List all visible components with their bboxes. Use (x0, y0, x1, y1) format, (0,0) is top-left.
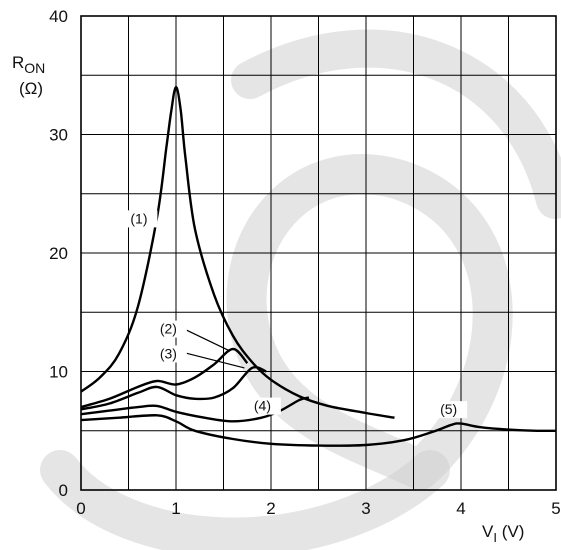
y-axis-unit: (Ω) (19, 79, 43, 98)
y-axis-title: RON (Ω) (12, 53, 45, 98)
series-line-1 (80, 85, 395, 419)
series-lines (80, 85, 557, 447)
series-line-5 (80, 414, 557, 447)
curve-label-bg (437, 401, 468, 419)
x-tick-label: 5 (551, 499, 560, 518)
series-line-4 (80, 396, 310, 423)
plot-frame (80, 15, 557, 491)
x-tick-label: 4 (456, 499, 465, 518)
series-line-3 (80, 366, 267, 411)
curve-label: (3) (160, 345, 177, 361)
curve-label-bg (250, 397, 281, 415)
x-axis-label: VI (V) (482, 522, 524, 545)
series-line-2 (80, 347, 249, 409)
y-tick-label: 20 (49, 244, 68, 263)
x-tick-labels: 0 1 2 3 4 5 (76, 499, 560, 518)
y-tick-label: 0 (59, 481, 68, 500)
curve-label: (1) (130, 210, 147, 226)
y-axis-label: RON (12, 53, 45, 76)
curve-label: (5) (440, 401, 457, 417)
watermark-ring (226, 154, 513, 490)
curve-label: (4) (254, 398, 271, 414)
y-tick-label: 10 (49, 363, 68, 382)
watermark-arc-upper (231, 29, 561, 219)
y-tick-label: 30 (49, 126, 68, 145)
grid-lines (81, 16, 556, 490)
curve-label-bg (156, 345, 187, 363)
x-tick-label: 0 (76, 499, 85, 518)
x-tick-label: 1 (171, 499, 180, 518)
x-axis-title: VI (V) (482, 522, 524, 545)
curve-label-bg (127, 210, 158, 228)
x-tick-label: 2 (266, 499, 275, 518)
y-tick-labels: 0 10 20 30 40 (49, 7, 68, 500)
annotation-leaders (178, 325, 245, 369)
leader-line-3 (178, 350, 245, 369)
x-tick-label: 3 (361, 499, 370, 518)
leader-line-2 (178, 325, 229, 351)
curve-labels: (1) (2) (3) (4) (5) (127, 210, 468, 419)
y-tick-label: 40 (49, 7, 68, 26)
curve-label: (2) (160, 321, 177, 337)
curve-label-bg (156, 320, 187, 338)
watermark-swoosh (40, 29, 561, 550)
watermark-arc-lower (40, 450, 450, 550)
